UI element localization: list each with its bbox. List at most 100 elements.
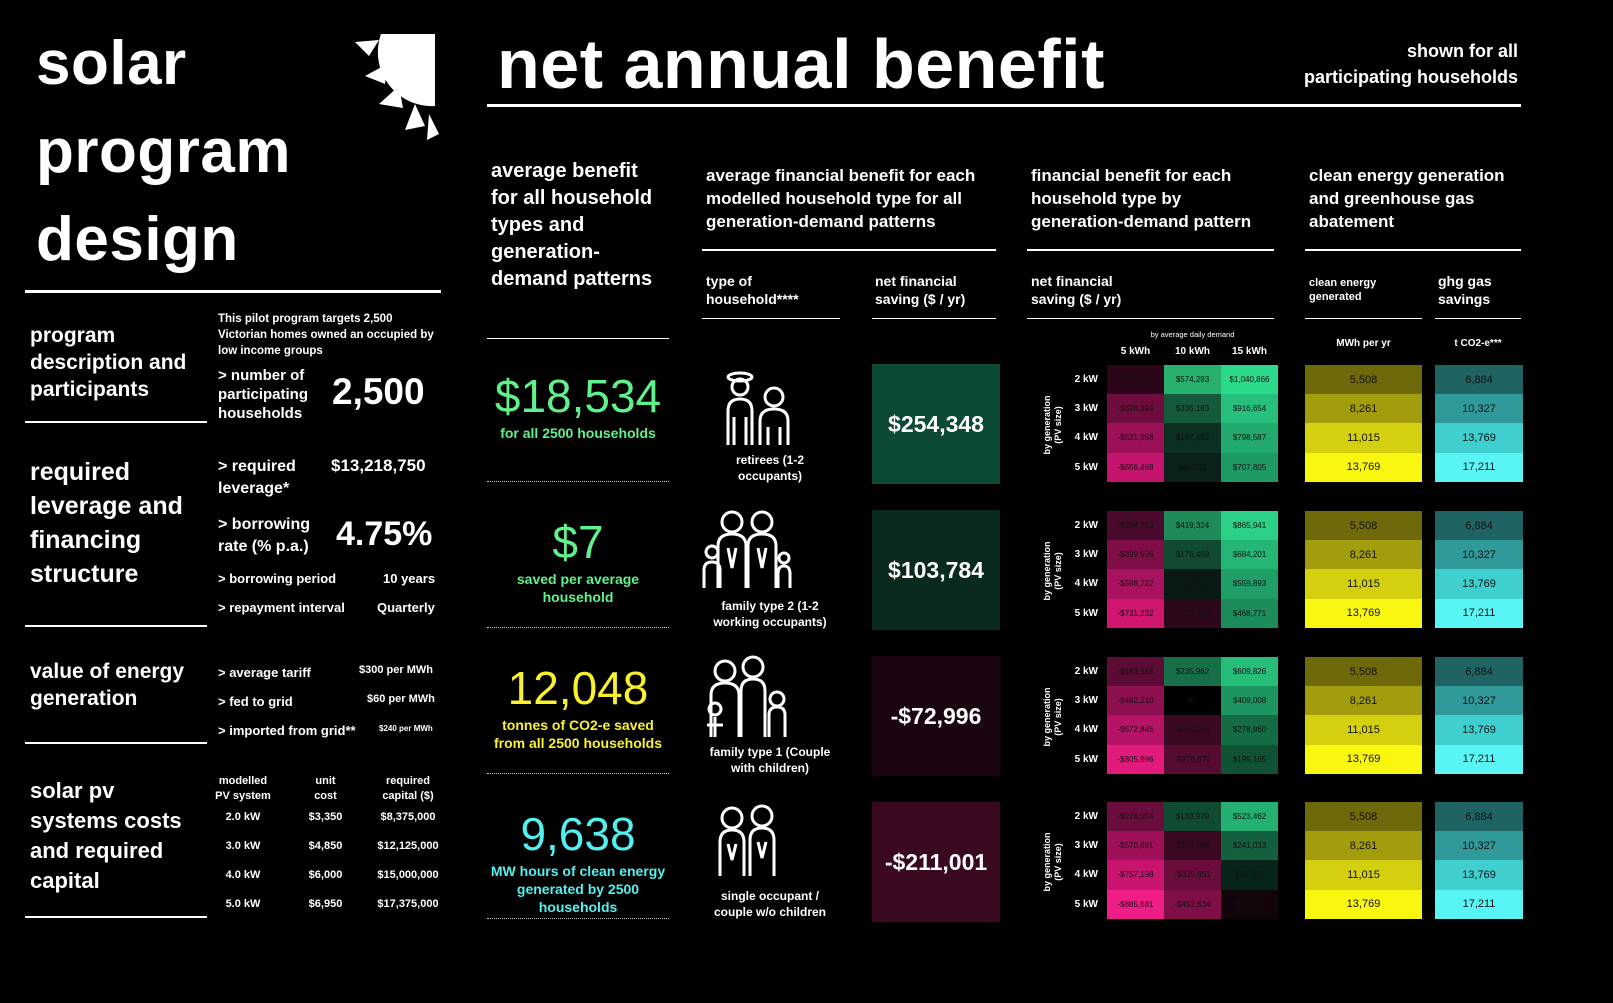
heatmap-cell: -$570,691: [1107, 831, 1164, 861]
divider: [1027, 249, 1274, 251]
stat-value: $7: [552, 516, 604, 568]
col-label: 15 kWh: [1231, 346, 1267, 357]
label-line: rate (% p.a.): [218, 538, 309, 555]
label-line: > required: [218, 458, 296, 475]
clean-unit: MWh per yr: [1336, 338, 1391, 349]
divider: [1305, 318, 1422, 319]
divider: [702, 318, 840, 319]
clean-energy-cell: 11,015: [1305, 715, 1422, 745]
head-line: saving ($ / yr): [1031, 291, 1122, 307]
heatmap-cell: $133,979: [1164, 802, 1221, 832]
costs-cell: 5.0 kW: [225, 898, 261, 910]
row-label: 2 kW: [1074, 666, 1098, 677]
heatmap-cell: -$805,996: [1107, 744, 1164, 774]
divider: [702, 249, 996, 251]
heatmap-cell: -$521,958: [1107, 423, 1164, 453]
divider: [25, 625, 207, 627]
stat-clean-energy: 9,638 MW hours of clean energy generated…: [486, 806, 670, 916]
saving-box: $103,784: [872, 510, 1000, 630]
heading-line: modelled household type for all: [706, 189, 962, 208]
left-title: solar program design: [36, 20, 291, 284]
col4-heading: clean energy generation and greenhouse g…: [1309, 164, 1505, 233]
head-line: net financial: [1031, 273, 1113, 289]
costs-header: modelled PV system: [215, 775, 271, 802]
row-label: 4 kW: [1074, 578, 1098, 590]
clean-energy-cell: 8,261: [1305, 686, 1422, 716]
side-label-line: by generation: [1042, 832, 1052, 892]
heading-line: abatement: [1309, 212, 1395, 231]
heatmap-cell: $865,941: [1221, 511, 1278, 541]
heatmap-cell: $0: [1164, 686, 1221, 716]
label-line: required: [30, 458, 131, 486]
clean-energy-cell: 5,508: [1305, 802, 1422, 832]
label-line: solar pv: [30, 778, 115, 803]
row-label: 3 kW: [1074, 549, 1098, 561]
heatmap-cell: $65,283: [1221, 860, 1278, 890]
label-line: participating: [218, 386, 309, 403]
stat-value: $18,534: [494, 370, 662, 422]
heatmap-cell: $707,805: [1221, 452, 1278, 482]
heatmap-cell: $468,771: [1221, 598, 1278, 628]
label-line: financing: [30, 526, 142, 554]
saving-box: $254,348: [872, 364, 1000, 484]
label-line: leverage and: [30, 492, 183, 520]
label-line: capital: [30, 868, 100, 893]
divider: [487, 338, 669, 339]
ghg-savings-cell: 13,769: [1435, 569, 1523, 599]
heatmap-cell: -$598,722: [1107, 569, 1164, 599]
row-label: 5 kW: [1074, 898, 1098, 910]
divider: [487, 773, 669, 774]
fed-label: > fed to grid: [218, 694, 293, 709]
stat-value: 9,638: [520, 808, 636, 860]
row-label: 2 kW: [1074, 811, 1098, 822]
ghg-savings-cell: 13,769: [1435, 860, 1523, 890]
note-line: shown for all: [1406, 41, 1518, 61]
heatmap-cell: $176,469: [1164, 540, 1221, 570]
label-line: generation: [30, 687, 138, 710]
heatmap-cell: $798,587: [1221, 423, 1278, 453]
divider: [25, 916, 207, 918]
leverage-label: required leverage and financing structur…: [30, 455, 183, 591]
heatmap-cell: $916,654: [1221, 394, 1278, 424]
demand-note: by average daily demand: [1150, 330, 1235, 339]
row-label: 3 kW: [1074, 695, 1098, 707]
divider: [872, 318, 996, 319]
label-line: and required: [30, 838, 164, 863]
row-label: 5 kW: [1074, 753, 1098, 765]
costs-cell: $8,375,000: [380, 811, 436, 823]
clean-energy-cell: 8,261: [1305, 540, 1422, 570]
heading-line: demand patterns: [491, 268, 653, 290]
heatmap-cell: -$399,606: [1107, 540, 1164, 570]
heatmap-cell: $278,960: [1221, 715, 1278, 745]
col3-saving-head: net financial saving ($ / yr): [1031, 272, 1121, 308]
head-line: type of: [706, 273, 752, 289]
heading-line: generation-: [491, 241, 600, 263]
label-line: value of energy: [30, 660, 185, 683]
ghg-savings-cell: 10,327: [1435, 394, 1523, 424]
clean-energy-cell: 13,769: [1305, 598, 1422, 628]
head-line: net financial: [875, 273, 957, 289]
family-type2-icon: [700, 508, 795, 595]
heading-line: financial benefit for each: [1031, 166, 1232, 185]
costs-table: modelled PV system unit cost required capi…: [208, 774, 443, 919]
clean-energy-cell: 5,508: [1305, 511, 1422, 541]
value-label: value of energy generation: [30, 658, 184, 712]
divider: [1305, 249, 1521, 251]
heatmap-cell: $187,492: [1164, 423, 1221, 453]
household-type-label: family type 1 (Couple with children): [709, 745, 831, 775]
left-title-line: design: [36, 205, 239, 274]
heatmap-cell: -$25,000: [1221, 889, 1278, 919]
clean-energy-cell: 8,261: [1305, 394, 1422, 424]
heatmap-cell: -$35,000: [1107, 365, 1164, 395]
col-label: 10 kWh: [1174, 346, 1210, 357]
clean-energy-cell: 8,261: [1305, 831, 1422, 861]
saving-box: -$72,996: [872, 656, 1000, 776]
divider: [1435, 318, 1521, 319]
heatmap-cell: $45,021: [1164, 452, 1221, 482]
divider: [487, 918, 669, 919]
tariff-label: > average tariff: [218, 665, 311, 680]
clean-energy-cell: 5,508: [1305, 365, 1422, 395]
clean-energy-cell: 5,508: [1305, 657, 1422, 687]
clean-energy-cell: 13,769: [1305, 744, 1422, 774]
heading-line: for all household: [491, 187, 653, 209]
